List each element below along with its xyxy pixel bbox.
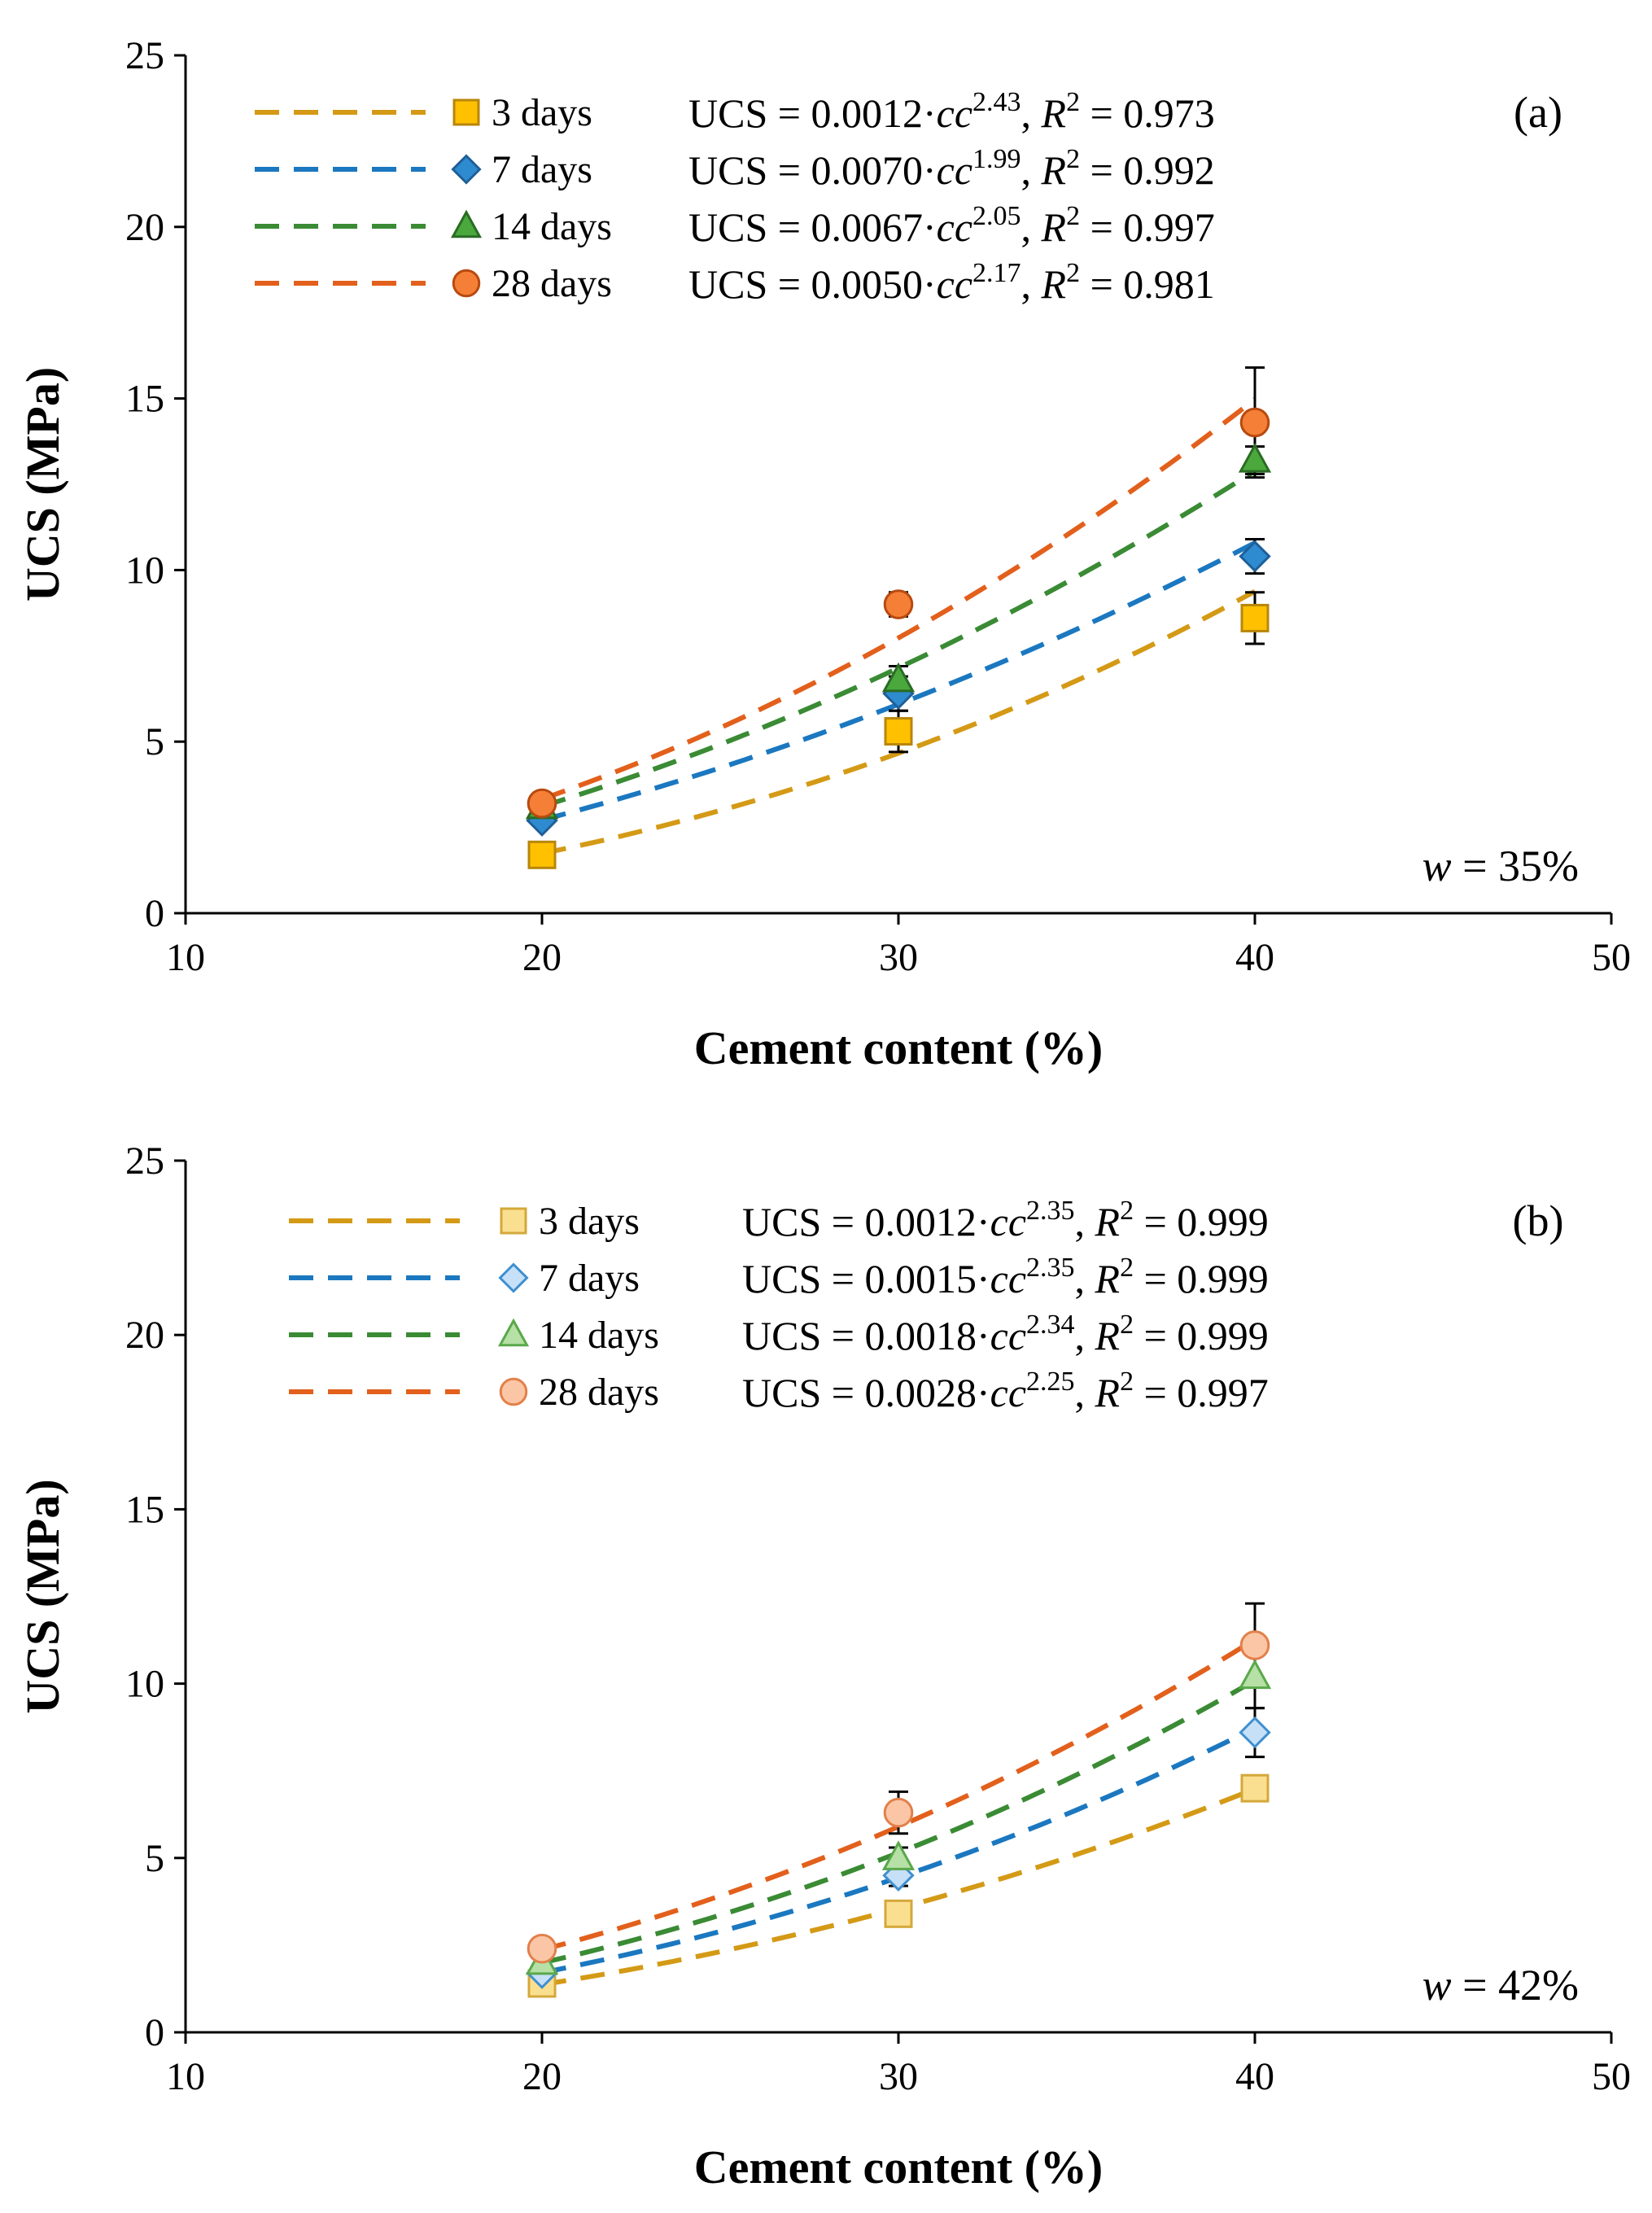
data-point-28-days [883,589,914,619]
fit-curve-28-days [541,397,1256,802]
y-tick-label: 25 [125,34,164,77]
legend-marker-7-days [451,154,482,185]
x-tick-label: 50 [1592,2055,1631,2098]
equation-28-days: UCS = 0.0050·cc2.17, R2 = 0.981 [688,258,1215,307]
equation-7-days: UCS = 0.0015·cc2.35, R2 = 0.999 [742,1253,1269,1301]
y-tick-label: 10 [125,549,164,592]
x-axis-title: Cement content (%) [694,2141,1104,2193]
x-tick-label: 10 [166,936,205,979]
y-tick-label: 5 [145,720,164,763]
y-tick-label: 25 [125,1139,164,1183]
x-tick-label: 30 [879,2055,918,2098]
legend-label-28-days: 28 days [492,262,612,305]
y-tick-label: 0 [145,892,164,935]
legend-marker-3-days [452,98,480,126]
y-tick-label: 0 [145,2011,164,2054]
data-point-28-days [527,788,557,819]
equation-14-days: UCS = 0.0018·cc2.34, R2 = 0.999 [742,1310,1269,1358]
x-tick-label: 30 [879,936,918,979]
panel-label: (a) [1514,88,1562,137]
legend-label-7-days: 7 days [492,148,592,191]
panel-label: (b) [1513,1196,1564,1245]
legend-marker-28-days [499,1377,528,1406]
fit-curve-3-days [541,588,1256,856]
y-tick-label: 15 [125,1488,164,1531]
fit-curve-14-days [541,468,1256,809]
data-point-3-days [884,717,913,746]
legend-marker-14-days [450,209,483,238]
x-tick-label: 20 [522,936,562,979]
y-tick-label: 20 [125,1314,164,1357]
data-point-3-days [1240,1773,1270,1803]
data-point-14-days [881,1840,916,1870]
x-tick-label: 50 [1592,936,1631,979]
data-point-28-days [1239,1630,1270,1660]
legend-marker-14-days [497,1318,530,1347]
legend-label-14-days: 14 days [492,205,612,248]
x-tick-label: 40 [1235,2055,1274,2098]
data-point-7-days [1239,1716,1271,1749]
legend-label-7-days: 7 days [539,1257,640,1300]
y-axis-title: UCS (MPa) [16,367,69,601]
legend-marker-28-days [452,269,481,298]
y-tick-label: 20 [125,206,164,249]
data-point-3-days [884,1899,913,1928]
y-tick-label: 10 [125,1663,164,1706]
legend-label-28-days: 28 days [539,1371,659,1414]
legend-marker-7-days [498,1262,529,1293]
equation-14-days: UCS = 0.0067·cc2.05, R2 = 0.997 [688,201,1215,250]
x-tick-label: 10 [166,2055,205,2098]
water-content-label: w = 42% [1423,1961,1579,2010]
data-point-28-days [1239,407,1270,438]
legend-marker-3-days [500,1207,527,1235]
data-point-28-days [883,1797,914,1828]
x-axis-title: Cement content (%) [694,1021,1104,1074]
fit-curve-28-days [541,1637,1256,1953]
data-point-14-days [1238,1659,1272,1690]
equation-7-days: UCS = 0.0070·cc1.99, R2 = 0.992 [688,144,1215,193]
water-content-label: w = 35% [1423,842,1579,890]
data-point-14-days [1238,442,1272,473]
data-point-28-days [527,1933,557,1964]
y-tick-label: 15 [125,378,164,421]
chart-panel-b: 0 5 10 15 20 25 10 20 30 40 50 Cement content (%) UC… [16,1139,1631,2193]
data-point-3-days [1240,603,1270,632]
equation-28-days: UCS = 0.0028·cc2.25, R2 = 0.997 [742,1367,1269,1415]
x-tick-label: 40 [1235,936,1274,979]
legend-label-3-days: 3 days [539,1200,640,1243]
y-tick-label: 5 [145,1837,164,1880]
chart-panel-a: 0 5 10 15 20 25 10 20 30 40 50 Cement content (%) UC… [16,34,1631,1074]
equation-3-days: UCS = 0.0012·cc2.43, R2 = 0.973 [688,87,1215,136]
y-axis-title: UCS (MPa) [16,1479,69,1713]
legend-label-14-days: 14 days [539,1314,659,1357]
data-point-7-days [1239,540,1271,573]
x-tick-label: 20 [522,2055,562,2098]
data-point-3-days [527,840,557,869]
legend-label-3-days: 3 days [492,91,592,134]
data-point-14-days [881,662,916,693]
equation-3-days: UCS = 0.0012·cc2.35, R2 = 0.999 [742,1196,1269,1244]
